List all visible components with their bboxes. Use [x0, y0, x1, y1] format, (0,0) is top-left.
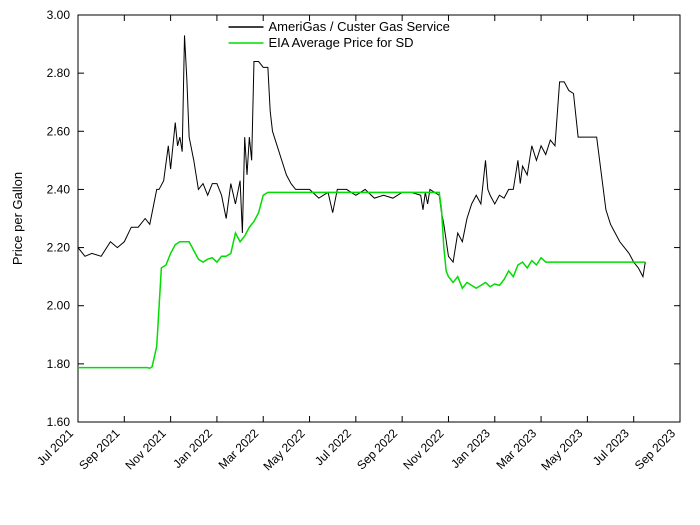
svg-text:2.40: 2.40 — [47, 182, 71, 196]
chart-svg: 1.601.802.002.202.402.602.803.00Price pe… — [0, 0, 700, 525]
svg-text:Sep 2022: Sep 2022 — [354, 426, 400, 472]
svg-text:Jul 2021: Jul 2021 — [34, 426, 76, 468]
svg-text:2.60: 2.60 — [47, 124, 71, 138]
svg-text:1.80: 1.80 — [47, 357, 71, 371]
svg-text:Mar 2022: Mar 2022 — [216, 426, 262, 472]
svg-text:Nov 2022: Nov 2022 — [400, 426, 446, 472]
svg-text:Sep 2023: Sep 2023 — [632, 426, 678, 472]
svg-text:2.80: 2.80 — [47, 66, 71, 80]
svg-text:Nov 2021: Nov 2021 — [123, 426, 169, 472]
svg-text:Jul 2022: Jul 2022 — [312, 426, 354, 468]
svg-text:May 2023: May 2023 — [538, 426, 585, 473]
svg-text:Price per Gallon: Price per Gallon — [10, 172, 25, 265]
svg-text:2.00: 2.00 — [47, 299, 71, 313]
svg-text:Mar 2023: Mar 2023 — [493, 426, 539, 472]
svg-text:EIA Average Price for SD: EIA Average Price for SD — [269, 35, 414, 50]
svg-text:Jul 2023: Jul 2023 — [590, 426, 632, 468]
price-chart: 1.601.802.002.202.402.602.803.00Price pe… — [0, 0, 700, 525]
svg-text:AmeriGas / Custer Gas Service: AmeriGas / Custer Gas Service — [269, 19, 450, 34]
svg-text:Jan 2023: Jan 2023 — [448, 426, 493, 471]
svg-text:Sep 2021: Sep 2021 — [76, 426, 122, 472]
svg-text:3.00: 3.00 — [47, 8, 71, 22]
svg-text:May 2022: May 2022 — [260, 426, 307, 473]
svg-text:Jan 2022: Jan 2022 — [170, 426, 215, 471]
svg-text:2.20: 2.20 — [47, 241, 71, 255]
